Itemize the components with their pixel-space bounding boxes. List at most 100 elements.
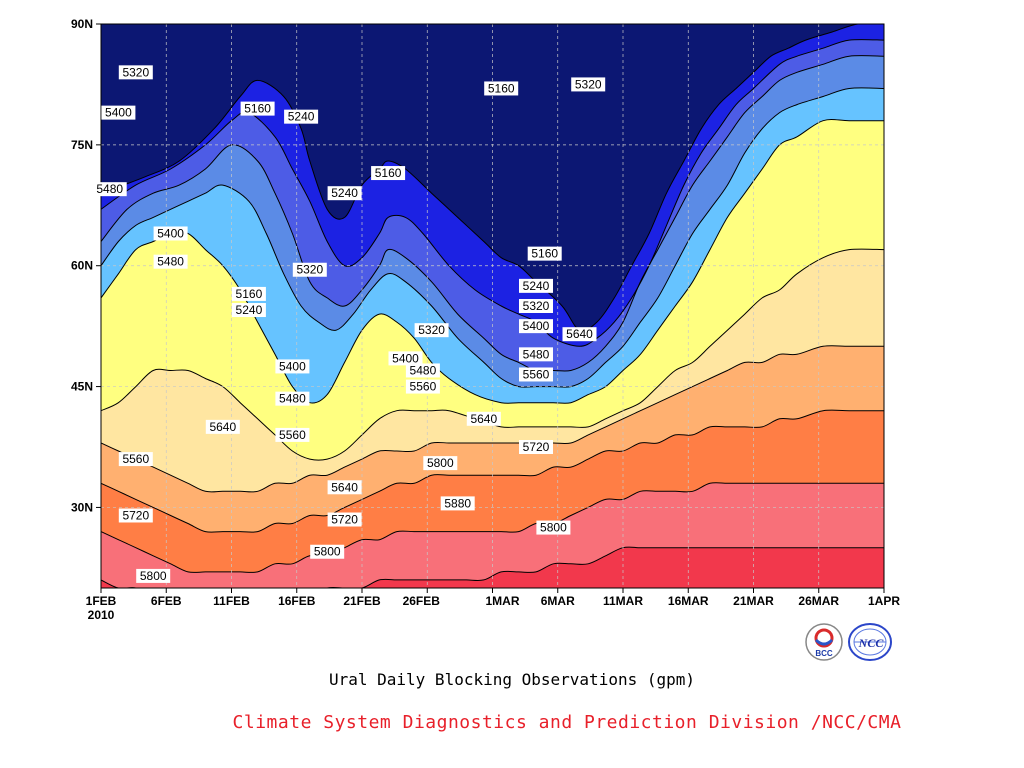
contour-label-text: 5320 xyxy=(122,65,149,79)
contour-label-bg xyxy=(519,299,553,313)
contour-label-text: 5160 xyxy=(236,287,263,301)
x-tick-label: 6FEB xyxy=(151,594,182,608)
contour-label-bg xyxy=(275,391,310,406)
chart-title: Ural Daily Blocking Observations (gpm) xyxy=(328,670,696,689)
contour-label-text: 5720 xyxy=(122,508,149,522)
y-tick-label: 60N xyxy=(71,259,93,273)
contour-label-text: 5560 xyxy=(279,428,306,442)
contour-label: 5400 xyxy=(101,105,136,120)
contour-label-bg xyxy=(405,379,440,394)
contour-label: 5160 xyxy=(527,246,562,261)
y-tick-label: 75N xyxy=(71,138,93,152)
contour-label: 5400 xyxy=(519,319,553,334)
contour-label: 5560 xyxy=(118,452,153,467)
contour-label-text: 5480 xyxy=(410,363,437,377)
contour-label-text: 5160 xyxy=(244,102,271,116)
contour-line-5160 xyxy=(101,24,884,332)
contour-line-5320 xyxy=(101,55,884,372)
x-tick-label: 21MAR xyxy=(733,594,774,608)
contour-label-bg xyxy=(519,278,553,293)
contour-label-text: 5640 xyxy=(209,420,236,434)
contour-label-bg xyxy=(92,182,127,197)
contour-label-bg xyxy=(440,496,475,511)
contour-label: 5400 xyxy=(388,351,423,366)
y-axis-ticks: 30N 45N 60N 75N 90N xyxy=(71,17,101,514)
x-tick-label: 6MAR xyxy=(541,594,575,608)
contour-label-bg xyxy=(536,520,571,535)
contour-label-text: 5400 xyxy=(157,226,184,240)
contour-label-bg xyxy=(275,359,310,374)
contour-label-bg xyxy=(101,105,136,120)
contour-label-bg xyxy=(153,254,188,269)
contour-label-text: 5240 xyxy=(331,186,358,200)
contour-label: 5160 xyxy=(484,81,519,96)
x-tick-label: 21FEB xyxy=(343,594,381,608)
contour-label-bg xyxy=(327,512,362,527)
svg-text:BCC: BCC xyxy=(815,649,833,658)
contour-line-5240 xyxy=(101,39,884,347)
contour-label: 5320 xyxy=(118,65,153,80)
contour-label-text: 5320 xyxy=(296,263,323,277)
x-tick-label: 11MAR xyxy=(603,594,643,608)
x-tick-label: 1FEB xyxy=(86,594,117,608)
contour-label: 5640 xyxy=(562,327,597,342)
contour-label-bg xyxy=(571,77,606,92)
contour-label: 5480 xyxy=(405,363,440,378)
x-tick-label: 16MAR xyxy=(668,594,709,608)
ncc-logo-icon: NCC xyxy=(848,623,892,661)
contour-label: 5800 xyxy=(310,544,345,559)
contour-label-text: 5560 xyxy=(410,380,437,394)
contour-label-text: 5160 xyxy=(488,81,515,95)
contour-label: 5560 xyxy=(405,379,440,394)
contour-line-5720 xyxy=(101,409,884,533)
contour-label-text: 5800 xyxy=(314,545,341,559)
contour-label: 5320 xyxy=(292,262,327,277)
contour-label: 5640 xyxy=(327,480,362,495)
contour-label-bg xyxy=(275,427,310,442)
x-axis-ticks: 1FEB 6FEB 11FEB 16FEB 21FEB 26FEB 1MAR 6MAR 11MA… xyxy=(86,588,900,608)
contour-label-text: 5640 xyxy=(566,327,593,341)
contour-label-bg xyxy=(414,323,449,338)
grid-lines xyxy=(101,24,884,588)
contour-label-text: 5640 xyxy=(470,412,497,426)
contour-label-bg xyxy=(153,226,188,241)
contour-label-bg xyxy=(231,303,266,318)
contour-label: 5320 xyxy=(519,299,553,313)
contour-label: 5240 xyxy=(519,278,553,293)
contour-label: 5880 xyxy=(440,496,475,511)
svg-text:NCC: NCC xyxy=(858,636,885,650)
contour-label: 5160 xyxy=(371,166,406,181)
contour-label-text: 5880 xyxy=(444,496,471,510)
contour-label: 5640 xyxy=(205,419,240,434)
contour-label: 5480 xyxy=(92,182,127,197)
contour-label: 5800 xyxy=(536,520,571,535)
contour-label: 5480 xyxy=(153,254,188,269)
contour-label-text: 5800 xyxy=(540,521,567,535)
contour-label-text: 5400 xyxy=(105,106,132,120)
contour-label-text: 5560 xyxy=(523,367,550,381)
contour-label-bg xyxy=(231,286,266,301)
contour-label-bg xyxy=(118,65,153,80)
chart-credit: Climate System Diagnostics and Predictio… xyxy=(232,712,902,733)
x-tick-label: 26FEB xyxy=(403,594,441,608)
contour-label-text: 5560 xyxy=(122,452,149,466)
contour-label-text: 5480 xyxy=(96,182,123,196)
contour-line-5880 xyxy=(101,546,884,588)
contour-label-text: 5240 xyxy=(288,110,315,124)
contour-label-text: 5320 xyxy=(523,299,550,313)
contour-label-text: 5640 xyxy=(331,480,358,494)
contour-label-bg xyxy=(388,351,423,366)
contour-label: 5640 xyxy=(466,411,501,426)
contour-label: 5240 xyxy=(231,303,266,318)
contour-label-bg xyxy=(118,452,153,467)
contour-label-bg xyxy=(292,262,327,277)
contour-label: 5720 xyxy=(118,508,153,523)
contour-label: 5240 xyxy=(327,186,362,201)
contour-label-bg xyxy=(484,81,519,96)
y-tick-label: 90N xyxy=(71,17,93,31)
contour-label-bg xyxy=(519,319,553,334)
contour-label-bg xyxy=(240,101,275,116)
contour-line-5640 xyxy=(101,345,884,493)
